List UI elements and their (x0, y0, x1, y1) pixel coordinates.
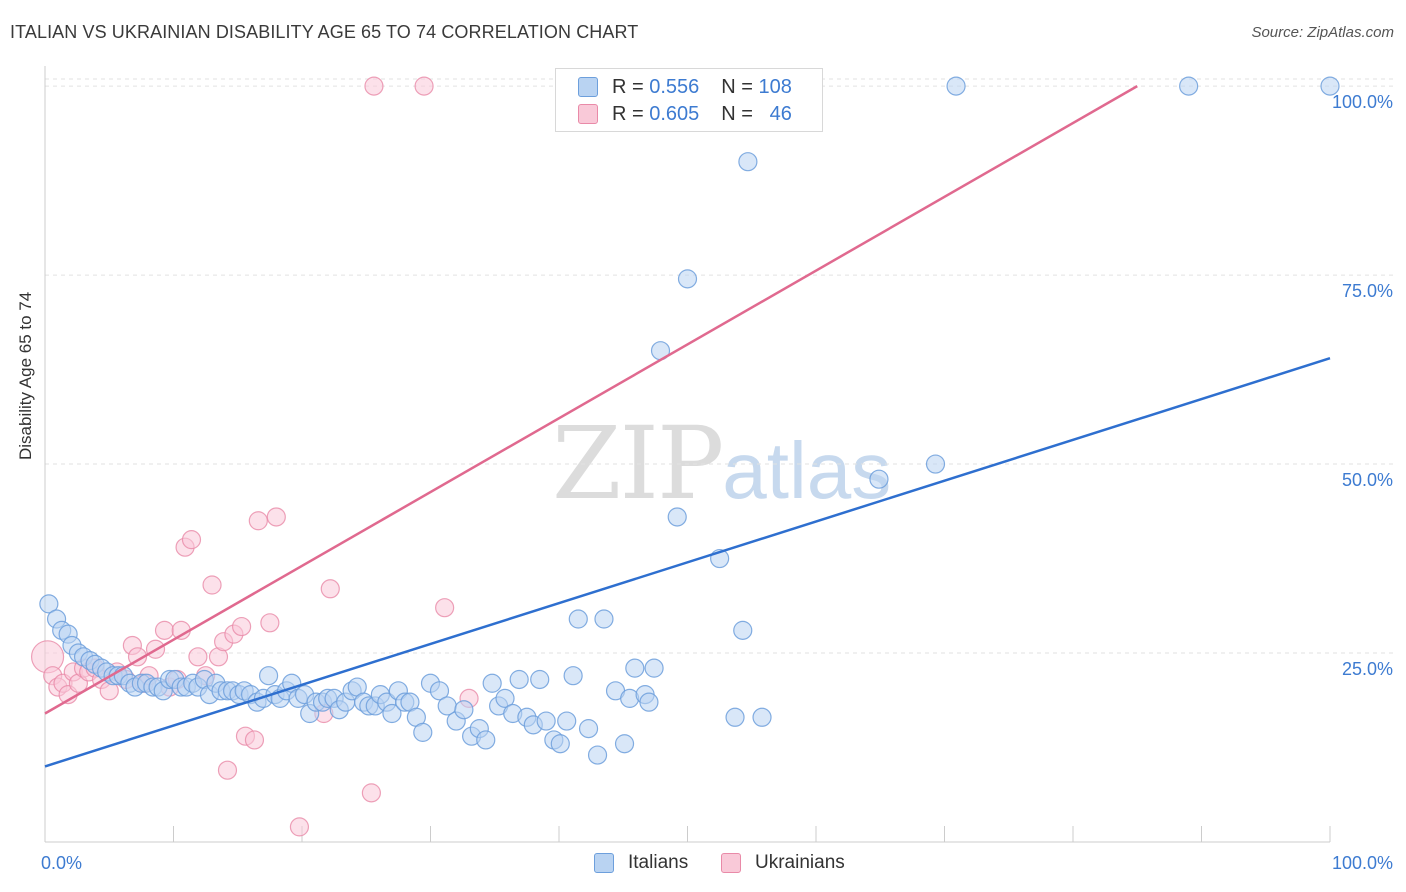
stats-legend: R = 0.556 N = 108 R = 0.605 N = 46 (555, 68, 823, 132)
legend-n-value: 46 (769, 102, 792, 125)
ukrainians-point (361, 783, 381, 803)
italians-point (413, 722, 433, 742)
italians-point (639, 692, 659, 712)
y-tick-label: 25.0% (1342, 659, 1393, 679)
y-tick-label: 50.0% (1342, 470, 1393, 490)
italians-point (495, 688, 515, 708)
watermark-zip: ZIP (552, 405, 724, 522)
legend-n-label: N = (721, 75, 753, 98)
legend-r-label: R = (612, 102, 644, 125)
legend-label-italians: Italians (628, 852, 689, 873)
x-tick-label: 0.0% (41, 853, 82, 873)
italians-point (482, 673, 502, 693)
italians-point (536, 711, 556, 731)
x-tick-label: 100.0% (1332, 853, 1393, 873)
italians-point (733, 620, 753, 640)
ukrainians-point (181, 530, 202, 550)
axes (44, 66, 1331, 843)
y-tick-label: 100.0% (1332, 92, 1393, 112)
ukrainians-point (232, 616, 252, 637)
ukrainians-swatch (721, 853, 741, 873)
ukrainians-point (154, 620, 175, 640)
source-label: Source: ZipAtlas.com (1251, 24, 1394, 41)
ukrainians-point (188, 647, 208, 667)
italians-point (578, 719, 599, 739)
italians-point (509, 669, 529, 690)
ukrainians-point (435, 598, 455, 618)
italians-point (625, 658, 645, 678)
legend-row-italians: R = 0.556 N = 108 (578, 75, 792, 99)
series-legend: Italians Ukrainians (0, 852, 1406, 876)
italians-point (738, 152, 758, 172)
legend-n-value: 108 (758, 75, 792, 98)
trend-lines (44, 85, 1331, 768)
italians-swatch (578, 77, 598, 97)
italians-point (382, 703, 402, 724)
italians-trend-line (44, 357, 1331, 768)
legend-r-value: 0.605 (649, 102, 700, 125)
italians-point (454, 700, 474, 720)
italians-point (587, 745, 608, 765)
italians-points (39, 76, 1340, 765)
ukrainians-point (244, 730, 265, 750)
italians-point (869, 469, 889, 489)
italians-point (39, 594, 59, 614)
ukrainians-point (320, 579, 340, 599)
ukrainians-trend-line (44, 85, 1138, 715)
ukrainians-swatch (578, 104, 598, 124)
italians-point (476, 730, 496, 750)
legend-r-value: 0.556 (649, 75, 700, 98)
watermark: ZIPatlas (552, 405, 891, 522)
italians-swatch (594, 853, 614, 873)
ukrainians-point (260, 613, 280, 633)
italians-point (614, 734, 635, 754)
italians-point (677, 269, 698, 289)
ukrainians-point (248, 511, 268, 531)
italians-point (563, 666, 583, 686)
italians-point (530, 669, 550, 690)
ukrainians-point (127, 647, 148, 667)
legend-n-label: N = (721, 102, 753, 125)
ukrainians-point (414, 76, 434, 96)
legend-item-ukrainians[interactable]: Ukrainians (721, 852, 845, 874)
legend-label-ukrainians: Ukrainians (755, 852, 845, 873)
italians-point (550, 734, 570, 754)
italians-point (667, 507, 687, 527)
italians-point (946, 76, 966, 96)
tick-labels: 25.0% 50.0% 75.0% 100.0% 0.0% 100.0% (41, 92, 1393, 873)
italians-point (925, 454, 946, 474)
italians-point (1320, 76, 1340, 96)
legend-row-ukrainians: R = 0.605 N = 46 (578, 102, 792, 126)
italians-point (557, 711, 577, 731)
ukrainians-point (202, 575, 222, 595)
watermark-atlas: atlas (722, 426, 892, 515)
italians-point (594, 609, 614, 629)
ukrainians-point (217, 760, 238, 780)
ukrainians-point (364, 76, 384, 96)
italians-point (258, 666, 279, 686)
y-axis-label: Disability Age 65 to 74 (16, 291, 35, 460)
ukrainians-point (266, 507, 286, 527)
chart-title: ITALIAN VS UKRAINIAN DISABILITY AGE 65 T… (10, 22, 639, 42)
legend-r-label: R = (612, 75, 644, 98)
italians-point (568, 609, 588, 629)
italians-point (752, 707, 772, 727)
y-tick-label: 75.0% (1342, 281, 1393, 301)
italians-point (644, 658, 664, 678)
italians-point (725, 707, 745, 727)
italians-point (1179, 76, 1199, 96)
legend-item-italians[interactable]: Italians (594, 852, 688, 874)
ukrainians-point (289, 817, 310, 837)
italians-point (429, 681, 450, 701)
